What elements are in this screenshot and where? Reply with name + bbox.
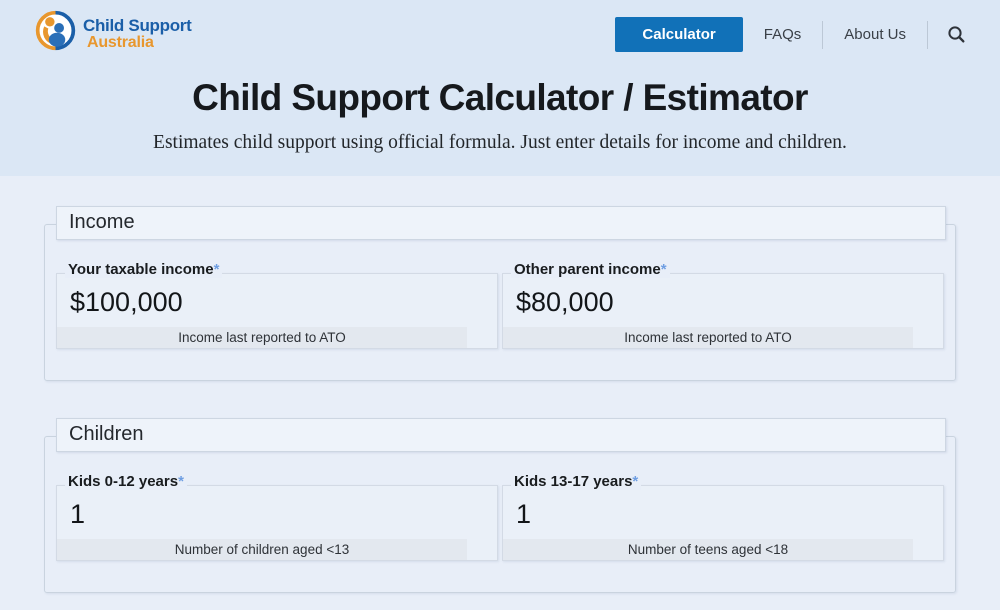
field-helper: Income last reported to ATO [57, 327, 467, 348]
other-parent-income-field: Other parent income* $80,000 Income last… [502, 243, 944, 349]
field-label: Other parent income* [511, 261, 670, 278]
field-helper: Income last reported to ATO [503, 327, 913, 348]
field-helper: Number of teens aged <18 [503, 539, 913, 560]
taxable-income-field: Your taxable income* $100,000 Income las… [56, 243, 498, 349]
search-icon[interactable] [928, 19, 966, 50]
field-label: Your taxable income* [65, 261, 223, 278]
page-subtitle: Estimates child support using official f… [153, 132, 847, 153]
required-asterisk: * [632, 473, 639, 490]
page-title: Child Support Calculator / Estimator [192, 77, 808, 118]
children-section-legend: Children [56, 418, 946, 452]
taxable-income-input[interactable]: Your taxable income* $100,000 Income las… [56, 261, 498, 349]
logo-text-line1: Child Support [83, 16, 192, 35]
nav-divider [927, 20, 928, 49]
field-label: Kids 0-12 years* [65, 473, 187, 490]
logo-text-line2: Australia [87, 34, 154, 51]
required-asterisk: * [660, 261, 667, 278]
income-section: Income Your taxable income* $100,000 Inc… [44, 206, 956, 381]
logo-mark-icon [35, 10, 76, 56]
children-section: Children Kids 0-12 years* 1 Number of ch… [44, 418, 956, 593]
other-parent-income-input[interactable]: Other parent income* $80,000 Income last… [502, 261, 944, 349]
nav-item-faqs[interactable]: FAQs [763, 26, 802, 43]
children-fieldset: Kids 0-12 years* 1 Number of children ag… [44, 436, 956, 593]
site-header: Child Support Australia Calculator FAQs … [0, 0, 1000, 56]
field-label: Kids 13-17 years* [511, 473, 642, 490]
calculator-form: Income Your taxable income* $100,000 Inc… [0, 176, 1000, 610]
kids-13-17-input[interactable]: Kids 13-17 years* 1 Number of teens aged… [502, 473, 944, 561]
kids-13-17-field: Kids 13-17 years* 1 Number of teens aged… [502, 455, 944, 561]
field-value[interactable]: $80,000 [516, 287, 614, 317]
income-section-legend: Income [56, 206, 946, 240]
kids-0-12-field: Kids 0-12 years* 1 Number of children ag… [56, 455, 498, 561]
income-fieldset: Your taxable income* $100,000 Income las… [44, 224, 956, 381]
logo[interactable]: Child Support Australia [35, 10, 192, 56]
kids-0-12-input[interactable]: Kids 0-12 years* 1 Number of children ag… [56, 473, 498, 561]
field-helper: Number of children aged <13 [57, 539, 467, 560]
field-value[interactable]: 1 [70, 499, 86, 529]
main-nav: Calculator FAQs About Us [615, 17, 966, 52]
required-asterisk: * [178, 473, 184, 490]
hero-band: Child Support Australia Calculator FAQs … [0, 0, 1000, 176]
field-value[interactable]: 1 [516, 499, 532, 529]
nav-item-about-us[interactable]: About Us [844, 26, 906, 43]
nav-item-calculator[interactable]: Calculator [615, 17, 743, 52]
nav-divider [822, 20, 824, 49]
logo-text: Child Support Australia [83, 15, 192, 51]
field-value[interactable]: $100,000 [70, 287, 183, 317]
required-asterisk: * [213, 261, 220, 278]
